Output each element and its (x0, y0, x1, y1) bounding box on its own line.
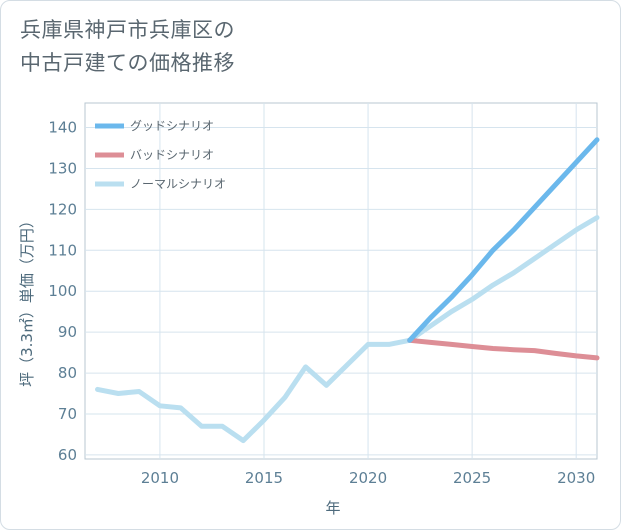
legend-label-2: バッドシナリオ (130, 148, 214, 162)
y-tick-label: 110 (48, 241, 77, 259)
y-tick-label: 140 (48, 119, 77, 137)
legend-label-3: ノーマルシナリオ (130, 177, 226, 191)
chart-title-line-1: 兵庫県神戸市兵庫区の (20, 18, 235, 42)
y-axis-label: 坪（3.3㎡）単価（万円） (18, 213, 36, 387)
y-tick-label: 70 (58, 405, 77, 423)
chart-title: 兵庫県神戸市兵庫区の 中古戸建ての価格推移 (20, 14, 235, 80)
y-tick-label: 60 (58, 446, 77, 464)
series-lines (95, 137, 600, 444)
y-tick-labels: 60 70 80 90 100 110 120 130 140 (48, 119, 77, 464)
chart-title-line-2: 中古戸建ての価格推移 (20, 51, 235, 75)
x-tick-label: 2025 (453, 469, 491, 487)
y-tick-label: 90 (58, 323, 77, 341)
x-tick-label: 2010 (141, 469, 179, 487)
y-tick-label: 120 (48, 200, 77, 218)
y-tick-label: 130 (48, 159, 77, 177)
x-tick-label: 2030 (557, 469, 595, 487)
x-axis-label: 年 (325, 499, 340, 517)
y-tick-label: 80 (58, 364, 77, 382)
series-line-1 (407, 137, 600, 343)
legend-label-1: グッドシナリオ (130, 119, 214, 133)
series-line-2 (407, 337, 600, 361)
x-tick-labels: 2010 2015 2020 2025 2030 (141, 469, 595, 487)
x-tick-label: 2015 (245, 469, 283, 487)
x-tick-label: 2020 (349, 469, 387, 487)
series-line-3 (95, 215, 600, 444)
y-tick-label: 100 (48, 282, 77, 300)
grid (85, 103, 597, 459)
plot-area (84, 102, 598, 460)
